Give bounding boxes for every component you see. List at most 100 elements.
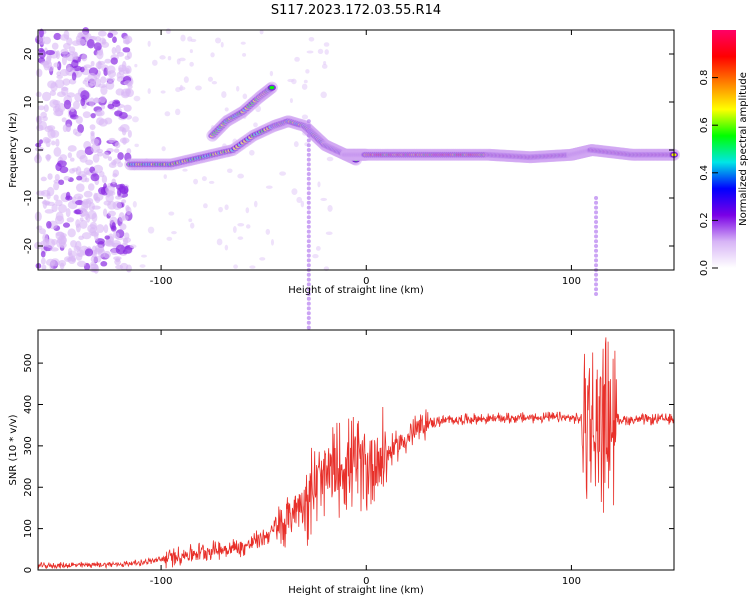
spectrogram-noise-speck <box>114 142 121 149</box>
colorbar-ticks: 0.0 0.2 0.4 0.6 0.8 <box>699 70 718 276</box>
spectrogram-noise-speck <box>112 36 117 44</box>
spectrogram-noise-speck <box>187 36 193 42</box>
spectrogram-noise-speck <box>323 60 327 65</box>
spectrogram-noise-speck <box>98 118 108 127</box>
spectrogram-noise-speck <box>61 55 67 66</box>
spectrogram-noise-speck <box>111 178 116 185</box>
figure-title: S117.2023.172.03.55.R14 <box>271 3 441 18</box>
spectrogram-noise-speck <box>95 61 103 70</box>
spectrogram-noise-speck <box>63 99 72 110</box>
spectrogram-noise-speck <box>58 179 65 186</box>
spectrogram-noise-speck <box>125 205 130 212</box>
spectrogram-noise-speck <box>38 47 44 53</box>
spectrogram-noise-speck <box>63 30 70 40</box>
spectrogram-noise-speck <box>111 222 116 231</box>
spectrogram-noise-speck <box>45 238 56 249</box>
spectrogram-spike <box>306 248 311 253</box>
snr-xtick-label: 0 <box>363 576 369 587</box>
spectrogram-noise-speck <box>75 183 85 192</box>
spectrogram-spike <box>306 186 311 191</box>
spectrogram-noise-speck <box>227 168 233 173</box>
spectrogram-noise-speck <box>113 148 120 153</box>
spectrogram-noise-speck <box>249 149 255 156</box>
spectrogram-spike <box>594 239 599 244</box>
spectrogram-spike <box>594 205 599 210</box>
spectrogram-spike <box>306 148 311 152</box>
spectrogram-noise-speck <box>123 80 133 86</box>
spectrogram-spike <box>306 215 311 220</box>
spectrogram-noise-speck <box>279 171 287 176</box>
spectrogram-noise-speck <box>85 159 94 166</box>
spectrogram-noise-speck <box>97 30 107 37</box>
spectrogram-noise-speck <box>71 72 77 81</box>
spectrogram-xtick-label: -100 <box>150 276 173 287</box>
spectrogram-ytick-label: 20 <box>23 48 34 61</box>
spectrogram-noise-speck <box>110 57 118 65</box>
spectrogram-noise-speck <box>35 91 42 98</box>
spectrogram-noise-speck <box>119 262 129 271</box>
spectrogram-noise-speck <box>80 66 85 73</box>
spectrogram-noise-speck <box>106 77 116 82</box>
spectrogram-noise-speck <box>41 91 52 102</box>
spectrogram-noise-speck <box>293 141 299 148</box>
spectrogram-noise-speck <box>175 108 181 116</box>
spectrogram-noise-speck <box>111 101 121 108</box>
spectrogram-spike <box>306 133 311 138</box>
spectrogram-noise-speck <box>87 72 98 83</box>
spectrogram-noise-speck <box>44 209 54 214</box>
spectrogram-noise-speck <box>168 211 175 216</box>
spectrogram-noise-speck <box>101 175 108 184</box>
spectrogram-noise-speck <box>141 254 147 258</box>
spectrogram-noise-speck <box>80 97 86 107</box>
spectrogram-noise-speck <box>74 209 81 215</box>
spectrogram-noise-speck <box>104 239 113 247</box>
spectrogram-spike <box>306 306 311 311</box>
spectrogram-noise-speck <box>91 205 101 210</box>
spectrogram-noise-speck <box>53 110 64 117</box>
spectrogram-noise-speck <box>147 88 151 95</box>
spectrogram-noise-speck <box>40 189 51 197</box>
spectrogram-noise-speck <box>325 231 333 235</box>
spectrogram-noise-speck <box>57 160 67 168</box>
spectrogram-noise-speck <box>193 178 199 185</box>
spectrogram-noise-speck <box>122 39 131 45</box>
spectrogram-noise-speck <box>94 244 105 253</box>
spectrogram-noise-speck <box>96 224 105 234</box>
spectrogram-noise-speck <box>218 206 223 213</box>
spectrogram-noise-speck <box>210 52 215 58</box>
spectrogram-noise-speck <box>51 203 58 213</box>
spectrogram-ylabel: Frequency (Hz) <box>8 112 19 188</box>
spectrogram-spike <box>306 239 311 244</box>
spectrogram-spike <box>594 292 599 296</box>
spectrogram-noise-speck <box>301 114 309 120</box>
spectrogram-spike <box>594 258 599 263</box>
spectrogram-noise-speck <box>183 76 189 83</box>
spectrogram-spike <box>306 292 311 296</box>
spectrogram-noise-speck <box>152 59 158 66</box>
spectrogram-noise-speck <box>69 168 76 174</box>
spectrogram-noise-speck <box>312 253 319 259</box>
spectrogram-noise-speck <box>72 100 80 110</box>
spectrogram-noise-speck <box>81 232 92 240</box>
spectrogram-noise-speck <box>207 76 213 82</box>
spectrogram-noise-speck <box>103 224 109 234</box>
spectrogram-noise-speck <box>71 59 79 69</box>
spectrogram-noise-speck <box>100 261 108 267</box>
spectrogram-noise-speck <box>53 147 62 157</box>
spectrogram-noise-speck <box>75 199 84 206</box>
spectrogram-noise-speck <box>54 79 65 89</box>
spectrogram-noise-speck <box>121 88 131 97</box>
spectrogram-spike <box>306 124 311 128</box>
spectrogram-noise-speck <box>40 257 46 265</box>
spectrogram-noise-speck <box>259 257 266 261</box>
spectrogram-noise-speck <box>46 154 51 162</box>
snr-xlabel: Height of straight line (km) <box>288 585 424 596</box>
spectrogram-noise-speck <box>63 175 71 181</box>
spectrogram-noise-speck <box>62 78 71 86</box>
spectrogram-noise-speck <box>59 166 69 174</box>
spectrogram-noise-speck <box>57 102 66 113</box>
spectrogram-noise-speck <box>139 264 146 268</box>
spectrogram-noise-speck <box>115 257 121 263</box>
spectrogram-noise-speck <box>37 105 45 111</box>
